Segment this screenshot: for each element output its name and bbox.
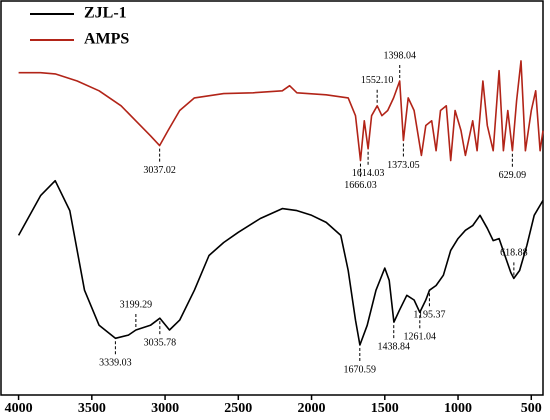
peak-label: 3199.29 <box>120 299 153 310</box>
peak-label: 1552.10 <box>361 75 394 86</box>
peak-label: 1373.05 <box>387 160 420 171</box>
peak-label: 1261.04 <box>404 332 437 343</box>
spectrum-line <box>18 60 544 162</box>
legend-label: ZJL-1 <box>84 5 127 22</box>
x-tick-label: 1000 <box>444 401 472 416</box>
peak-label: 1666.03 <box>344 180 377 191</box>
x-tick-label: 4000 <box>5 401 33 416</box>
legend-label: AMPS <box>84 31 129 48</box>
x-tick-label: 2500 <box>224 401 252 416</box>
x-tick-label: 1500 <box>371 401 399 416</box>
plot-frame <box>0 0 544 396</box>
peak-label: 1670.59 <box>344 364 377 375</box>
peak-label: 1438.84 <box>378 341 411 352</box>
x-tick-label: 500 <box>521 401 542 416</box>
peak-label: 1614.03 <box>352 168 385 179</box>
x-tick-label: 3500 <box>78 401 106 416</box>
peak-label: 1195.37 <box>413 309 445 320</box>
peak-label: 1398.04 <box>383 50 416 61</box>
peak-label: 3339.03 <box>99 358 132 369</box>
x-tick-label: 3000 <box>151 401 179 416</box>
spectrum-line <box>17 179 544 346</box>
peak-label: 3035.78 <box>144 337 177 348</box>
x-tick-label: 2000 <box>298 401 326 416</box>
peak-label: 618.88 <box>500 248 528 259</box>
peak-label: 629.09 <box>499 170 527 181</box>
peak-label: 3037.02 <box>143 165 176 176</box>
